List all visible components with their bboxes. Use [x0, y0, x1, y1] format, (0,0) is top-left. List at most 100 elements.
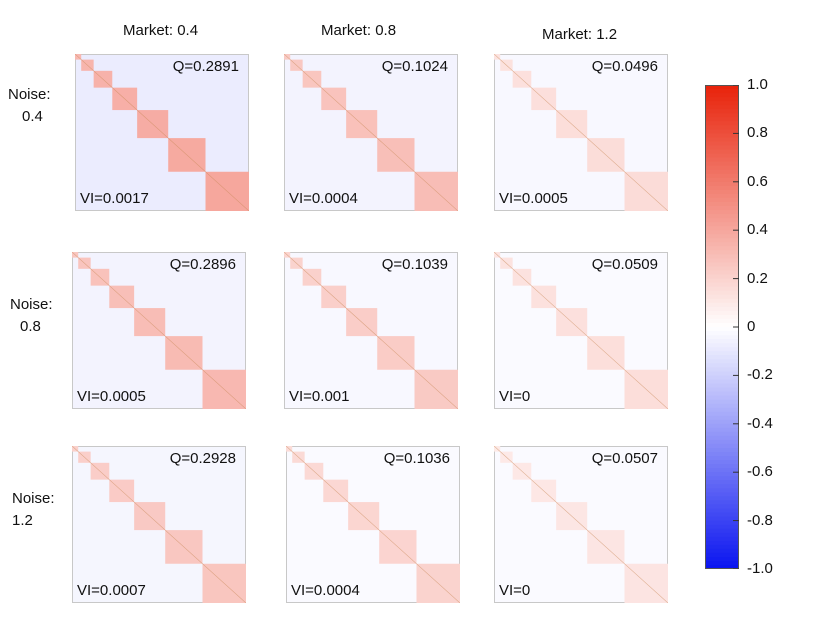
colorbar-segment	[705, 363, 739, 368]
colorbar-segment	[705, 254, 739, 260]
colorbar-segment	[705, 113, 739, 118]
colorbar-segment	[705, 452, 739, 457]
colorbar-segment	[705, 403, 739, 409]
colorbar-segment	[705, 133, 739, 139]
colorbar-segment	[705, 137, 739, 143]
colorbar-segment	[705, 278, 739, 284]
heatmap-matrix	[494, 54, 668, 211]
colorbar-tick-label: -0.4	[747, 414, 773, 432]
colorbar-segment	[705, 439, 739, 445]
colorbar-segment	[705, 464, 739, 469]
row-header-noise-0.8: Noise: 0.8	[10, 294, 53, 338]
colorbar-segment	[705, 456, 739, 461]
colorbar-segment	[705, 411, 739, 417]
colorbar-segment	[705, 201, 739, 207]
colorbar-segment	[705, 395, 739, 401]
modularity-label: Q=0.0507	[591, 450, 658, 467]
colorbar-segment	[705, 419, 739, 425]
colorbar-segment	[705, 375, 739, 381]
heatmap-diagonal	[494, 252, 668, 409]
colorbar-segment	[705, 427, 739, 433]
colorbar-segment	[705, 141, 739, 147]
colorbar-segment	[705, 226, 739, 231]
heatmap-panel: Q=0.0496 VI=0.0005	[494, 54, 668, 211]
colorbar-segment	[705, 274, 739, 280]
heatmap-matrix	[494, 446, 668, 603]
colorbar-segment	[705, 391, 739, 397]
colorbar-segment	[705, 347, 739, 352]
colorbar-segment	[705, 149, 739, 155]
colorbar-segment	[705, 125, 739, 130]
heatmap-diagonal	[494, 54, 668, 211]
column-header-value: 0.4	[177, 22, 199, 39]
colorbar-segment	[705, 109, 739, 114]
colorbar-segment	[705, 310, 739, 316]
column-header-label: Market:	[321, 22, 372, 39]
colorbar-segment	[705, 371, 739, 376]
colorbar-segment	[705, 89, 739, 94]
colorbar-segment	[705, 157, 739, 163]
vi-label: VI=0.0005	[77, 388, 146, 405]
colorbar-tick-label: 1.0	[747, 76, 768, 93]
colorbar-segment	[705, 468, 739, 473]
vi-label: VI=0.0007	[77, 582, 146, 599]
colorbar-segment	[705, 298, 739, 304]
row-header-value: 1.2	[12, 512, 33, 529]
colorbar-segment	[705, 189, 739, 195]
colorbar-segment	[705, 246, 739, 251]
heatmap-diagonal	[494, 446, 668, 603]
heatmap-matrix	[72, 446, 246, 603]
column-header-market-0.4: Market: 0.4	[123, 22, 198, 39]
heatmap-diagonal	[284, 252, 458, 409]
colorbar-segment	[705, 484, 739, 489]
heatmap-diagonal	[284, 54, 458, 211]
colorbar-segment	[705, 552, 739, 558]
colorbar-segment	[705, 165, 739, 171]
row-header-value: 0.8	[20, 318, 41, 335]
heatmap-matrix	[72, 252, 246, 409]
heatmap-diagonal	[72, 252, 246, 409]
column-header-value: 0.8	[375, 22, 397, 39]
row-header-label: Noise:	[12, 490, 55, 507]
heatmap-panel: Q=0.0507 VI=0	[494, 446, 668, 603]
colorbar-segment	[705, 492, 739, 497]
vi-label: VI=0.001	[289, 388, 350, 405]
colorbar-segment	[705, 516, 739, 522]
colorbar-segment	[705, 512, 739, 518]
colorbar-segment	[705, 306, 739, 312]
column-header-value: 1.2	[596, 26, 618, 43]
colorbar-segment	[705, 214, 739, 219]
colorbar-segment	[705, 210, 739, 215]
colorbar-segment	[705, 480, 739, 485]
colorbar-segment	[705, 314, 739, 320]
colorbar-segment	[705, 177, 739, 183]
colorbar-segment	[705, 206, 739, 211]
row-header-label: Noise:	[8, 86, 51, 103]
colorbar-segment	[705, 556, 739, 562]
heatmap-panel: Q=0.2891 VI=0.0017	[75, 54, 249, 211]
vi-label: VI=0	[499, 388, 531, 405]
colorbar-tick-label: 0.6	[747, 172, 768, 190]
colorbar-segment	[705, 331, 739, 336]
modularity-label: Q=0.0509	[591, 256, 658, 273]
column-header-market-1.2: Market: 1.2	[542, 26, 617, 43]
row-header-noise-1.2: Noise: 1.2	[12, 488, 55, 532]
column-header-label: Market:	[123, 22, 174, 39]
colorbar-tick-label: -0.2	[747, 366, 773, 384]
colorbar-segment	[705, 496, 739, 502]
colorbar-segment	[705, 181, 739, 187]
colorbar-segment	[705, 532, 739, 538]
colorbar-segment	[705, 197, 739, 203]
heatmap-panel: Q=0.1036 VI=0.0004	[286, 446, 460, 603]
colorbar-segment	[705, 399, 739, 405]
vi-label: VI=0.0004	[291, 582, 360, 599]
column-header-market-0.8: Market: 0.8	[321, 22, 396, 39]
heatmap-matrix	[494, 252, 668, 409]
colorbar-tick-label: -0.8	[747, 511, 773, 529]
colorbar-segment	[705, 85, 739, 90]
colorbar-segment	[705, 476, 739, 481]
colorbar-segment	[705, 258, 739, 264]
colorbar-segment	[705, 327, 739, 332]
colorbar-segment	[705, 93, 739, 98]
colorbar-segment	[705, 97, 739, 102]
